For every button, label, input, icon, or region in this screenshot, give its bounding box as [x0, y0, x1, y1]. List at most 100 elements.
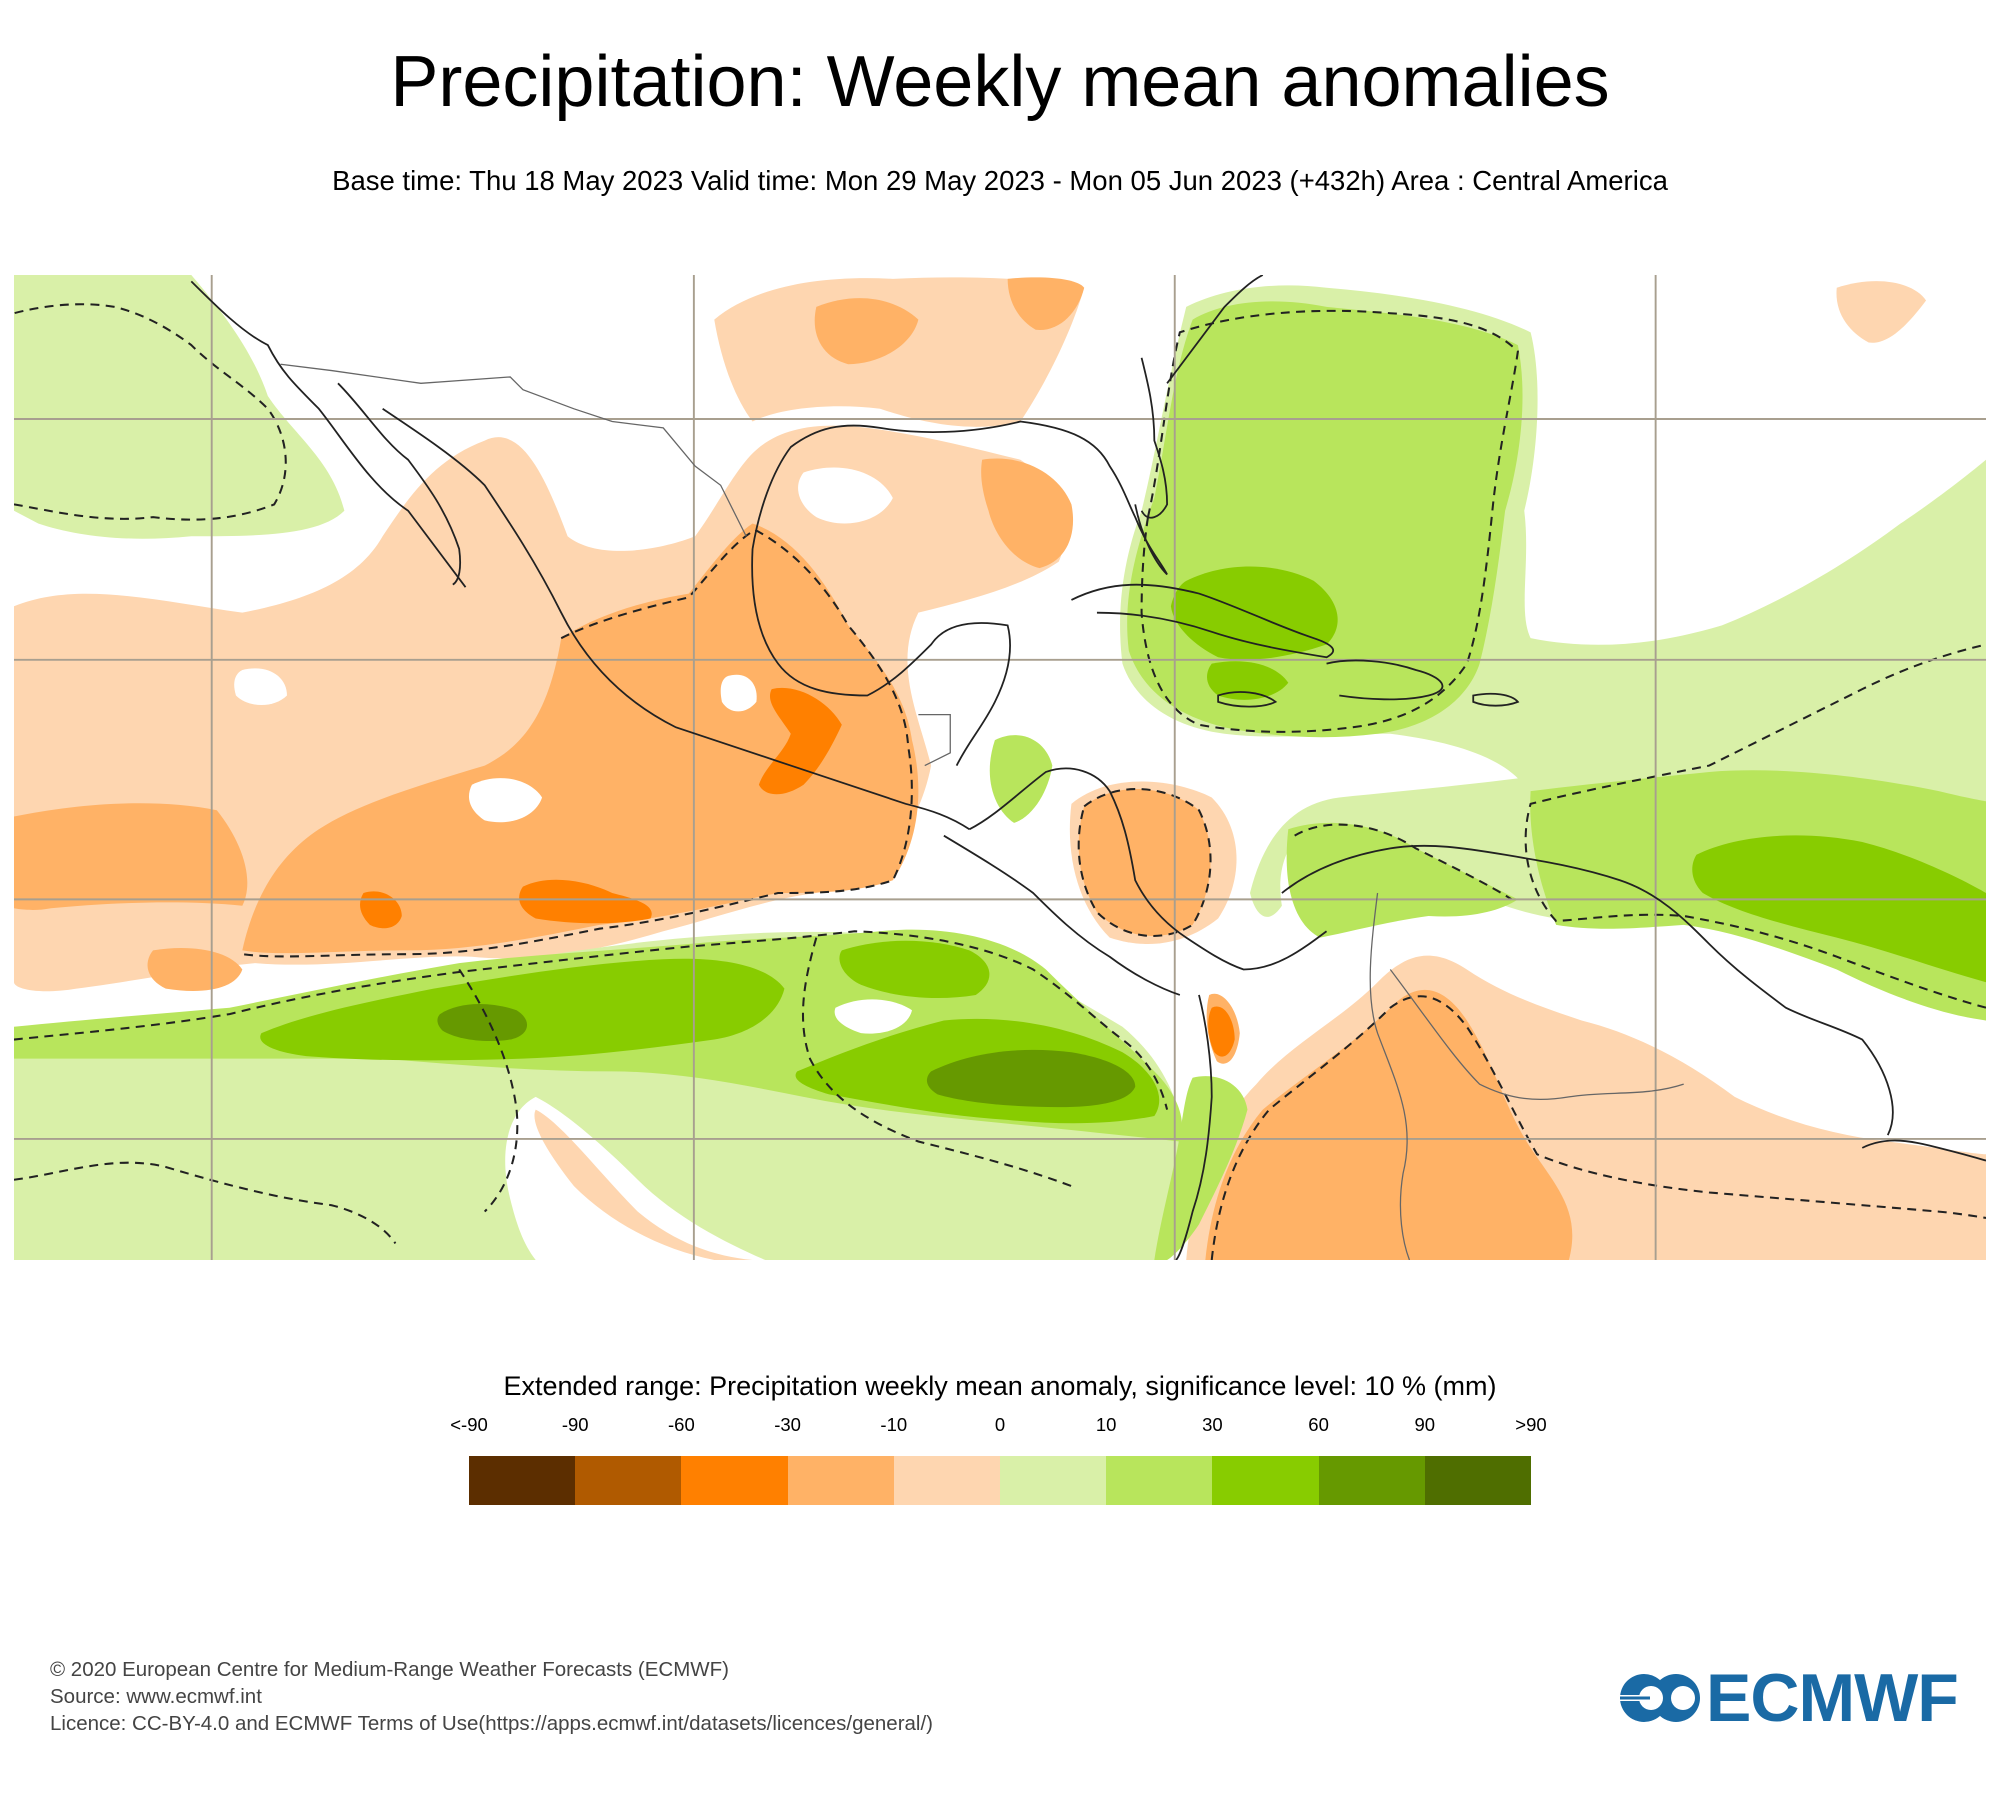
- wet-region-strong-cuba: [1170, 566, 1338, 660]
- wet-region-medium-colombia-coast: [1154, 1076, 1248, 1260]
- colorbar-tick: -90: [561, 1414, 589, 1435]
- colorbar-tick: -60: [668, 1414, 695, 1435]
- colorbar-segment: [1000, 1456, 1107, 1505]
- colorbar-segment: [893, 1456, 1001, 1505]
- dry-region-medium-north2: [1007, 277, 1085, 331]
- coastline-cuba: [1071, 583, 1335, 659]
- colorbar-tick: <-90: [450, 1414, 488, 1435]
- colorbar-tick: 10: [1095, 1414, 1117, 1435]
- ecmwf-logo: ECMWF: [1620, 1660, 1959, 1736]
- coastline-jamaica: [1217, 691, 1278, 708]
- copyright-text: © 2020 European Centre for Medium-Range …: [50, 1658, 729, 1681]
- dry-anomaly-layer: [14, 277, 1986, 1260]
- dry-region-medium-west: [14, 803, 248, 911]
- coastline-hispaniola: [1326, 659, 1444, 701]
- significance-contour: [242, 528, 913, 958]
- wet-anomaly-layer: [14, 275, 1986, 1260]
- border-south-america: [1389, 969, 1684, 1100]
- neutral-hole: [834, 999, 912, 1034]
- dry-region-medium-blob: [147, 947, 243, 991]
- neutral-hole: [720, 674, 757, 712]
- coastline-baja-inner: [337, 382, 462, 586]
- colorbar-segment: [1212, 1456, 1319, 1505]
- colorbar-tick: -10: [880, 1414, 908, 1435]
- coastline-colombia-pacific: [1175, 994, 1213, 1260]
- wet-region-strong-atlantic: [1692, 835, 1986, 983]
- colorbar-tick: 0: [994, 1414, 1006, 1435]
- wet-region-medium-northern-sa: [1286, 822, 1518, 938]
- border-guatemala: [918, 713, 951, 767]
- significance-contour: [14, 930, 1169, 1110]
- colorbar-segment: [681, 1456, 788, 1505]
- colorbar-tick: >90: [1515, 1414, 1547, 1435]
- dry-region-light-atlantic: [1836, 281, 1927, 343]
- significance-contour: [1077, 788, 1212, 937]
- wet-region-medium-caribbean: [1127, 301, 1523, 738]
- border-south-america-2: [1369, 892, 1411, 1260]
- dry-region-strong-4: [1208, 1006, 1235, 1057]
- colorbar-segment: [469, 1456, 576, 1505]
- ecmwf-logo-text: ECMWF: [1706, 1660, 1959, 1736]
- colorbar-segment: [1424, 1456, 1532, 1505]
- ecmwf-logo-icon: [1620, 1674, 1700, 1722]
- wet-region-very-strong-2: [926, 1049, 1136, 1108]
- dry-region-strong-2: [519, 879, 652, 924]
- footer-credits: © 2020 European Centre for Medium-Range …: [50, 1656, 933, 1737]
- significance-contours: [14, 303, 1986, 1260]
- wet-region-strong-jamaica: [1207, 661, 1289, 700]
- dry-region-medium-north: [814, 298, 919, 365]
- dry-region-light-north: [714, 277, 1085, 427]
- significance-contour: [14, 303, 287, 521]
- colorbar-segment: [1318, 1456, 1425, 1505]
- dry-region-medium-gulf: [981, 458, 1074, 569]
- colorbar-segment: [1106, 1456, 1213, 1505]
- country-borders: [280, 363, 1684, 1260]
- dry-region-light-pacific: [534, 1109, 753, 1260]
- colorbar-segment: [575, 1456, 682, 1505]
- anomaly-map: [14, 275, 1986, 1260]
- wet-region-very-strong-1: [437, 1003, 528, 1042]
- border-us-mexico: [280, 363, 747, 537]
- source-text: Source: www.ecmwf.int: [50, 1685, 262, 1708]
- wet-region-light-northwest: [14, 275, 345, 539]
- neutral-hole: [234, 668, 287, 706]
- coastline-florida: [1140, 357, 1168, 519]
- coastline-central-pacific: [943, 834, 1181, 996]
- coastline-mexico-pacific: [382, 408, 970, 831]
- neutral-hole: [468, 778, 543, 823]
- significance-contour: [1294, 823, 1513, 901]
- coastline-south-america-north: [1281, 844, 1894, 1136]
- dry-region-strong-3: [360, 891, 402, 929]
- chart-title: Precipitation: Weekly mean anomalies: [390, 42, 1610, 122]
- colorbar-tick-labels: <-90 -90 -60 -30 -10 0 10 30 60 90 >90: [450, 1414, 1546, 1438]
- colorbar-tick: -30: [774, 1414, 801, 1435]
- significance-contour: [1524, 643, 1986, 1009]
- licence-text: Licence: CC-BY-4.0 and ECMWF Terms of Us…: [50, 1712, 934, 1735]
- colorbar-tick: 60: [1308, 1414, 1329, 1435]
- coastline-puerto-rico: [1472, 692, 1520, 707]
- significance-contour: [1140, 309, 1519, 733]
- colorbar-segment: [787, 1456, 894, 1505]
- colorbar: [469, 1456, 1532, 1505]
- significance-contour: [802, 937, 1072, 1188]
- coastline-gulf-of-mexico: [751, 420, 1168, 576]
- coastline-mexico-east: [751, 548, 1012, 766]
- dry-region-medium-mexico: [242, 523, 919, 954]
- coastline-baja-california: [190, 280, 467, 588]
- coastline-brazil-north: [1861, 1139, 1986, 1162]
- legend-title: Extended range: Precipitation weekly mea…: [503, 1371, 1497, 1401]
- neutral-holes: [234, 467, 912, 1034]
- strong-dry-anomaly-layer: [360, 687, 1235, 1057]
- wet-region-medium-honduras: [989, 735, 1053, 823]
- significance-contour: [1210, 995, 1986, 1260]
- coastline-us-east: [1166, 275, 1264, 384]
- colorbar-tick: 90: [1414, 1414, 1436, 1435]
- map-canvas: [14, 275, 1986, 1260]
- wet-region-strong-ne: [839, 940, 990, 998]
- chart-subtitle: Base time: Thu 18 May 2023 Valid time: M…: [332, 165, 1668, 196]
- colorbar-tick: 30: [1202, 1414, 1223, 1435]
- coastlines: [190, 275, 1986, 1260]
- dry-region-medium-colombia: [1205, 989, 1573, 1260]
- neutral-hole: [798, 467, 893, 524]
- significance-contour: [14, 1161, 397, 1245]
